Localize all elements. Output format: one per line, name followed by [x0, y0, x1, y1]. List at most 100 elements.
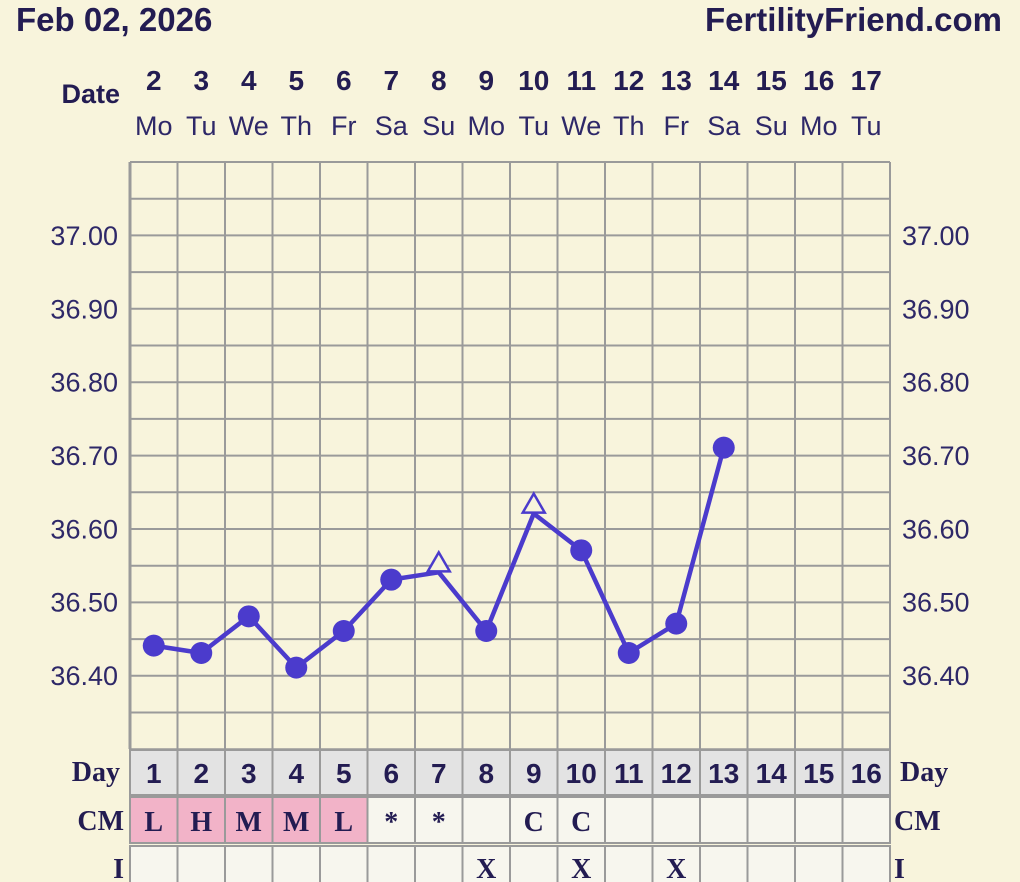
cycle-day-label: 6	[383, 758, 399, 789]
day-cell	[841, 749, 891, 796]
date-label: 9	[478, 65, 494, 96]
chart-date: Feb 02, 2026	[16, 1, 212, 38]
weekday-label: Sa	[375, 111, 409, 141]
weekday-label: Fr	[664, 111, 689, 141]
y-tick-label-right: 36.90	[902, 294, 970, 324]
intercourse-value: X	[666, 854, 686, 882]
weekday-label: Mo	[800, 111, 838, 141]
intercourse-cell	[319, 845, 369, 882]
temperature-point	[190, 641, 213, 664]
temperature-point	[665, 612, 688, 635]
cycle-day-label: 11	[614, 758, 644, 789]
cm-value: *	[384, 807, 398, 838]
date-label: 13	[661, 65, 692, 96]
cycle-day-label: 15	[803, 758, 834, 789]
weekday-label: Su	[755, 111, 788, 141]
temperature-point	[285, 656, 308, 679]
cm-cell	[794, 796, 844, 844]
date-label: 7	[383, 65, 399, 96]
intercourse-cell	[271, 845, 321, 882]
cycle-day-label: 1	[146, 758, 162, 789]
day-cell	[746, 749, 796, 796]
intercourse-cell	[414, 845, 464, 882]
cycle-day-label: 10	[566, 758, 597, 789]
date-label: 2	[146, 65, 162, 96]
intercourse-cell	[651, 845, 701, 882]
weekday-label: Th	[280, 111, 312, 141]
day-cell	[319, 749, 369, 796]
day-cell	[176, 749, 226, 796]
y-tick-label-left: 36.90	[50, 294, 118, 324]
temperature-point	[237, 605, 260, 628]
date-label: 10	[518, 65, 549, 96]
date-label: 16	[803, 65, 834, 96]
date-label: 5	[288, 65, 304, 96]
weekday-label: Tu	[851, 111, 882, 141]
y-tick-label-right: 36.70	[902, 441, 970, 471]
cm-cell	[699, 796, 749, 844]
temperature-point-triangle	[520, 491, 547, 514]
temperature-point	[142, 634, 165, 657]
date-label: 15	[756, 65, 787, 96]
cm-value: M	[236, 807, 262, 838]
intercourse-cell	[746, 845, 796, 882]
site-name: FertilityFriend.com	[705, 1, 1002, 38]
cm-cell	[651, 796, 701, 844]
temperature-point	[712, 436, 735, 459]
cycle-day-label: 7	[431, 758, 447, 789]
cm-value: H	[190, 807, 212, 838]
y-tick-label-left: 37.00	[50, 221, 118, 251]
cycle-day-label: 13	[708, 758, 739, 789]
weekday-label: Fr	[331, 111, 356, 141]
weekday-label: Su	[422, 111, 455, 141]
weekday-label: Mo	[135, 111, 173, 141]
cycle-day-label: 12	[661, 758, 692, 789]
temperature-point-triangle	[425, 549, 452, 573]
intercourse-cell	[509, 845, 559, 882]
day-row-label-right: Day	[900, 757, 948, 788]
y-tick-label-right: 36.40	[902, 661, 970, 691]
y-tick-label-right: 36.60	[902, 514, 970, 544]
day-cell	[366, 749, 416, 796]
y-tick-label-left: 36.40	[50, 661, 118, 691]
weekday-label: Tu	[186, 111, 217, 141]
day-cell	[224, 749, 274, 796]
y-tick-label-right: 36.80	[902, 368, 970, 398]
intercourse-cell	[224, 845, 274, 882]
weekday-label: We	[229, 111, 269, 141]
cm-cell	[604, 796, 654, 844]
weekday-label: Mo	[467, 111, 505, 141]
temperature-series	[142, 436, 735, 679]
date-label: 12	[613, 65, 644, 96]
date-label: 14	[708, 65, 740, 96]
intercourse-cell	[841, 845, 891, 882]
y-axis-ticks: 37.00 37.00 36.90 36.90 36.80 36.80 36.70 36.70…	[50, 221, 969, 691]
cm-row-label-right: CM	[894, 806, 941, 837]
date-row-label: Date	[61, 79, 120, 109]
cm-cell	[129, 796, 179, 844]
date-label: 4	[241, 65, 257, 96]
intercourse-cell	[604, 845, 654, 882]
intercourse-value: X	[476, 854, 496, 882]
cm-value: L	[334, 807, 353, 838]
temperature-point	[380, 568, 403, 591]
temperature-point	[475, 619, 498, 642]
cycle-day-label: 14	[756, 758, 788, 789]
y-tick-label-right: 36.50	[902, 588, 970, 618]
cm-value: L	[144, 807, 163, 838]
intercourse-cell	[699, 845, 749, 882]
day-cell	[794, 749, 844, 796]
cycle-day-label: 8	[478, 758, 494, 789]
temperature-point	[332, 619, 355, 642]
y-tick-label-right: 37.00	[902, 221, 970, 251]
cm-cell	[414, 796, 464, 844]
date-label: 17	[851, 65, 882, 96]
weekday-label: Th	[613, 111, 645, 141]
day-cell	[651, 749, 701, 796]
cm-value: C	[571, 807, 591, 838]
date-label: 11	[566, 65, 596, 96]
cm-value: M	[283, 807, 309, 838]
i-row-label-left: I	[113, 854, 124, 882]
temperature-point	[617, 641, 640, 664]
